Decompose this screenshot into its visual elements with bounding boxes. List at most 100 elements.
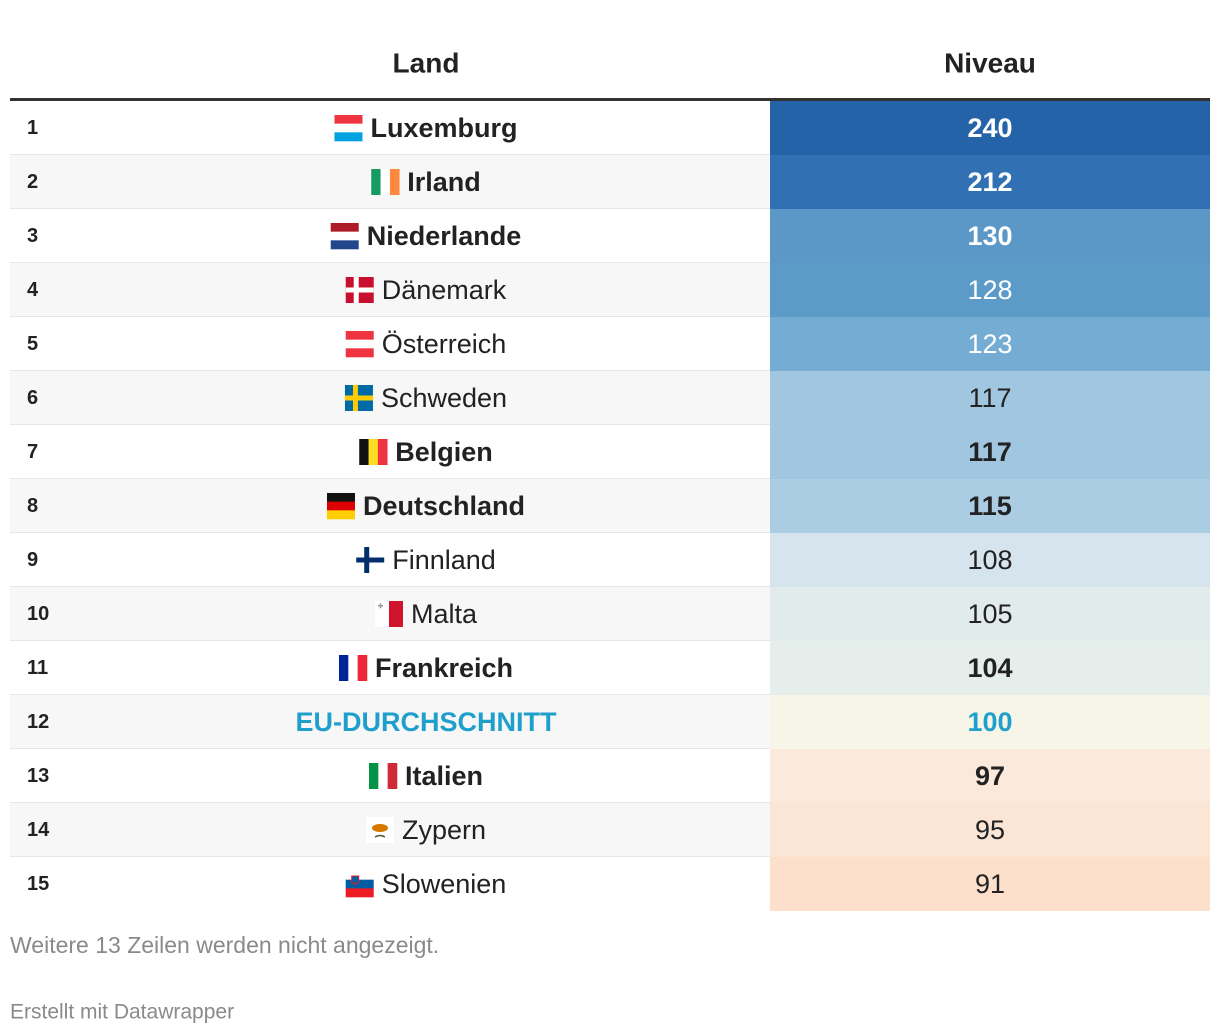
flag-part: [377, 439, 388, 465]
flag: [359, 439, 388, 465]
country-name: Dänemark: [382, 275, 507, 305]
flag-part: [345, 348, 374, 358]
flag-part: [345, 871, 374, 880]
flag-part: [374, 834, 386, 838]
flag: [368, 763, 398, 789]
flag: [326, 493, 355, 520]
value: 128: [967, 275, 1012, 305]
rank: 15: [27, 873, 49, 895]
value: 115: [968, 491, 1012, 521]
country-name: Schweden: [381, 383, 507, 413]
flag: [345, 331, 374, 358]
value: 100: [967, 707, 1012, 737]
row-background: [10, 101, 770, 155]
country-name: Luxemburg: [370, 113, 517, 143]
value: 97: [975, 761, 1005, 791]
flag: [334, 115, 363, 142]
flag-part: [326, 501, 355, 511]
row-background: [10, 479, 770, 533]
rank: 13: [27, 765, 49, 787]
flag-part: [345, 888, 374, 898]
flag: [345, 871, 374, 898]
rank: 5: [27, 333, 38, 355]
rank: 3: [27, 225, 38, 247]
country-name: Zypern: [402, 815, 486, 845]
flag-part: [345, 287, 374, 293]
flag-part: [330, 223, 359, 232]
flag-part: [380, 169, 391, 195]
flag-part: [330, 231, 359, 241]
flag-part: [345, 879, 374, 889]
flag-part: [348, 655, 358, 681]
row-background: [10, 695, 770, 749]
flag-part: [389, 169, 400, 195]
credit: Erstellt mit Datawrapper: [10, 1001, 234, 1024]
value: 130: [967, 221, 1012, 251]
value-cell: [770, 749, 1210, 803]
country-name: Malta: [411, 599, 478, 629]
flag-part: [330, 240, 359, 250]
country-name: EU-DURCHSCHNITT: [296, 707, 557, 737]
row-background: [10, 857, 770, 911]
flag-part: [338, 655, 349, 681]
value-cell: [770, 587, 1210, 641]
flag-part: [368, 439, 379, 465]
rank: 8: [27, 495, 38, 517]
rank: 10: [27, 603, 49, 625]
flag: [365, 817, 394, 843]
country-name: Irland: [407, 167, 481, 197]
flag-part: [371, 169, 381, 195]
rank: 12: [27, 711, 49, 733]
flag: [371, 169, 400, 195]
value-cell: [770, 857, 1210, 911]
value-cell: [770, 155, 1210, 209]
country-name: Deutschland: [363, 491, 525, 521]
country-name: Italien: [405, 761, 483, 791]
value: 240: [967, 113, 1012, 143]
flag-part: [378, 763, 388, 789]
country-name: Slowenien: [382, 869, 507, 899]
flag-part: [359, 439, 369, 465]
flag: [330, 223, 359, 250]
value: 117: [968, 383, 1011, 413]
rank: 1: [27, 117, 38, 139]
rank: 2: [27, 171, 38, 193]
flag-part: [345, 339, 374, 349]
rank: 6: [27, 387, 38, 409]
country-name: Finnland: [392, 545, 496, 575]
value-cell: [770, 803, 1210, 857]
value: 117: [968, 437, 1012, 467]
flag-part: [357, 655, 368, 681]
value: 91: [975, 869, 1005, 899]
value: 108: [967, 545, 1012, 575]
value-cell: [770, 425, 1210, 479]
country-name: Niederlande: [367, 221, 522, 251]
flag-part: [334, 115, 363, 124]
row-background: [10, 317, 770, 371]
value-cell: [770, 695, 1210, 749]
value: 105: [967, 599, 1012, 629]
footnote: Weitere 13 Zeilen werden nicht angezeigt…: [10, 932, 439, 958]
row-background: [10, 263, 770, 317]
country-name: Österreich: [382, 329, 507, 359]
flag-part: [368, 763, 379, 789]
value-cell: [770, 533, 1210, 587]
country-name: Belgien: [395, 437, 493, 467]
flag-part: [387, 763, 398, 789]
value-cell: [770, 641, 1210, 695]
flag-part: [344, 395, 373, 401]
flag-part: [326, 510, 355, 520]
flag: [345, 277, 374, 303]
flag-part: [326, 493, 355, 502]
value: 123: [967, 329, 1012, 359]
flag-part: [334, 123, 363, 133]
flag: [356, 547, 385, 573]
flag-part: [351, 875, 360, 885]
value: 95: [975, 815, 1005, 845]
rank: 11: [27, 657, 48, 679]
rank: 7: [27, 441, 38, 463]
flag-part: [371, 824, 388, 832]
flag-part: [388, 601, 403, 627]
row-background: [10, 641, 770, 695]
